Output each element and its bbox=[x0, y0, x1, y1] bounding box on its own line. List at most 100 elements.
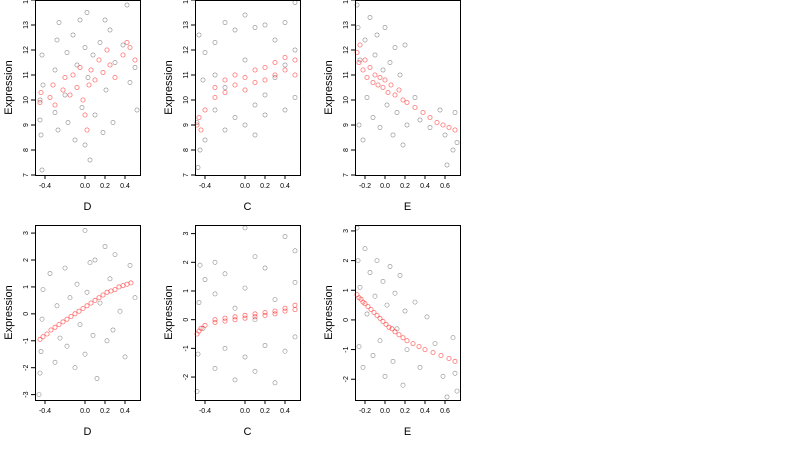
data-point bbox=[52, 102, 58, 108]
data-point bbox=[410, 341, 416, 347]
data-point bbox=[197, 147, 203, 153]
data-point bbox=[48, 327, 54, 333]
data-point bbox=[292, 302, 298, 308]
data-point bbox=[132, 57, 138, 63]
data-point bbox=[222, 318, 228, 324]
data-point bbox=[242, 312, 248, 318]
x-tick-label: 0.2 bbox=[100, 183, 110, 190]
data-point bbox=[85, 75, 91, 80]
data-point bbox=[404, 338, 410, 344]
data-point bbox=[37, 100, 43, 106]
data-point bbox=[77, 65, 83, 71]
data-point bbox=[422, 347, 428, 353]
data-point bbox=[355, 258, 361, 263]
data-point bbox=[55, 127, 61, 133]
x-tick-label: 0.4 bbox=[280, 183, 290, 190]
data-point bbox=[74, 85, 80, 91]
data-point bbox=[232, 317, 238, 323]
data-point bbox=[52, 324, 58, 330]
data-point bbox=[107, 276, 113, 282]
data-point bbox=[292, 47, 298, 53]
data-point bbox=[438, 352, 444, 358]
data-point bbox=[242, 75, 248, 81]
y-tick-label: 11 bbox=[23, 71, 30, 78]
data-point bbox=[282, 234, 288, 239]
data-point bbox=[242, 122, 248, 128]
x-tick-label: 0.0 bbox=[80, 183, 90, 190]
data-point bbox=[452, 127, 458, 133]
data-point bbox=[454, 388, 460, 394]
y-tick-label: 12 bbox=[183, 46, 190, 54]
x-tick-label: 0.2 bbox=[260, 408, 270, 415]
y-tick-label: 7 bbox=[343, 173, 350, 177]
y-axis-title: Expression bbox=[323, 60, 335, 114]
y-tick-label: 11 bbox=[183, 71, 190, 78]
y-tick-label: 13 bbox=[23, 21, 30, 29]
data-point bbox=[92, 77, 98, 83]
data-point bbox=[102, 17, 108, 23]
data-point bbox=[452, 370, 458, 376]
data-point bbox=[384, 102, 390, 108]
plot-frame bbox=[35, 0, 141, 176]
data-point bbox=[90, 332, 96, 338]
y-tick-label: 12 bbox=[23, 46, 30, 54]
data-point bbox=[392, 45, 398, 50]
y-axis-title: Expression bbox=[323, 285, 335, 339]
data-point bbox=[222, 20, 228, 25]
data-point bbox=[92, 297, 98, 303]
data-point bbox=[282, 67, 288, 73]
data-point bbox=[450, 147, 456, 153]
data-point bbox=[272, 37, 278, 43]
data-point bbox=[232, 27, 238, 33]
data-point bbox=[368, 306, 374, 312]
series-0 bbox=[194, 0, 298, 170]
data-point bbox=[202, 50, 208, 55]
data-point bbox=[390, 358, 396, 364]
y-axis-title: Expression bbox=[163, 285, 175, 339]
data-point bbox=[36, 392, 42, 397]
data-point bbox=[96, 57, 102, 63]
data-point bbox=[232, 115, 238, 120]
data-point bbox=[72, 311, 78, 317]
x-tick-label: 0.0 bbox=[380, 183, 390, 190]
data-point bbox=[412, 299, 418, 305]
data-point bbox=[79, 105, 85, 110]
data-point bbox=[68, 313, 74, 319]
data-point bbox=[90, 52, 96, 58]
data-point bbox=[54, 303, 60, 309]
x-axis-title: C bbox=[244, 201, 252, 213]
data-point bbox=[242, 12, 248, 18]
data-point bbox=[370, 353, 376, 358]
data-point bbox=[282, 62, 288, 68]
data-point bbox=[202, 137, 208, 143]
data-point bbox=[39, 316, 45, 322]
data-point bbox=[364, 95, 370, 100]
data-point bbox=[70, 72, 76, 78]
data-point bbox=[222, 345, 228, 351]
data-point bbox=[212, 95, 218, 101]
data-point bbox=[364, 311, 370, 317]
data-point bbox=[54, 37, 60, 43]
data-point bbox=[272, 60, 278, 66]
data-point bbox=[362, 37, 368, 43]
data-point bbox=[96, 295, 102, 301]
data-point bbox=[40, 82, 46, 88]
y-tick-label: -3 bbox=[23, 391, 30, 397]
data-point bbox=[356, 122, 362, 128]
data-point bbox=[400, 335, 406, 341]
data-point bbox=[385, 90, 391, 96]
y-tick-label: -2 bbox=[183, 374, 190, 380]
data-point bbox=[76, 308, 82, 314]
data-point bbox=[354, 50, 360, 56]
data-point bbox=[47, 95, 53, 101]
data-point bbox=[77, 17, 83, 23]
plot-frame bbox=[355, 225, 461, 401]
data-point bbox=[380, 85, 386, 91]
data-point bbox=[397, 272, 403, 278]
x-tick-label: 0.2 bbox=[100, 408, 110, 415]
data-point bbox=[127, 262, 133, 268]
data-point bbox=[396, 87, 402, 93]
data-point bbox=[356, 344, 362, 349]
data-point bbox=[282, 308, 288, 314]
data-point bbox=[262, 77, 268, 83]
